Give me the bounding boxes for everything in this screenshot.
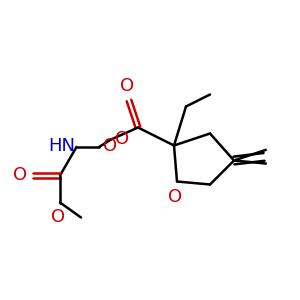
Text: O: O bbox=[168, 188, 183, 206]
Text: O: O bbox=[116, 130, 130, 148]
Text: HN: HN bbox=[48, 137, 75, 155]
Text: O: O bbox=[13, 167, 27, 184]
Text: O: O bbox=[103, 136, 117, 154]
Text: O: O bbox=[51, 208, 66, 226]
Text: O: O bbox=[120, 77, 135, 95]
